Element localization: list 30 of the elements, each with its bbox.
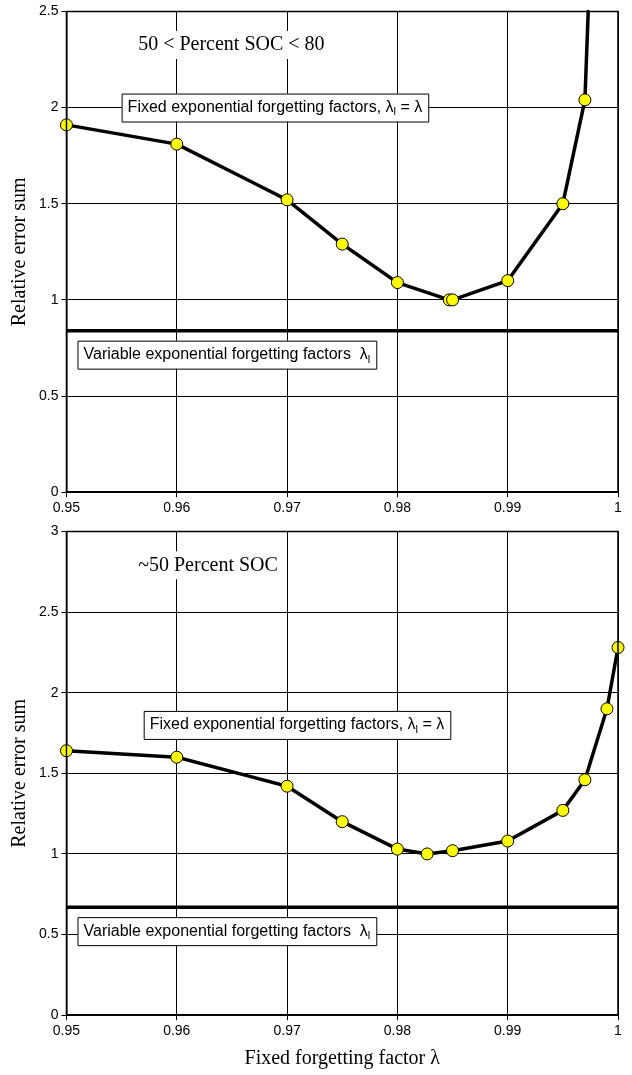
text: 50 < Percent SOC < 80: [138, 32, 325, 55]
x-tick-label: 0.97: [273, 499, 301, 516]
x-tick-label: 0.96: [163, 1022, 191, 1039]
x-axis-title: Fixed forgetting factor λ: [244, 1046, 441, 1070]
y-tick-label: 2.5: [38, 602, 59, 619]
y-tick-label: 2: [50, 683, 59, 700]
y-tick-label: 1.5: [38, 764, 59, 781]
y-tick-label: 2: [50, 98, 59, 115]
x-tick-label: 0.98: [383, 1022, 412, 1039]
x-tick-label: 0.97: [273, 1022, 301, 1039]
y-tick-label: 1: [50, 844, 59, 861]
y-tick-label: 0.5: [38, 386, 59, 403]
y-axis-title: Relative error sum: [7, 176, 30, 327]
y-tick-label: 1.5: [38, 194, 59, 211]
x-tick-label: 0.95: [52, 499, 81, 516]
x-tick-label: 0.99: [494, 1022, 522, 1039]
x-tick-label: 1: [614, 1022, 623, 1039]
x-tick-label: 1: [614, 499, 623, 516]
text: ~50 Percent SOC: [138, 552, 278, 575]
y-tick-label: 2.5: [38, 2, 59, 19]
y-axis-title: Relative error sum: [7, 698, 30, 848]
y-tick-label: 0: [50, 1006, 59, 1023]
x-tick-label: 0.98: [383, 499, 412, 516]
x-tick-label: 0.95: [52, 1022, 81, 1039]
y-tick-label: 0.5: [38, 925, 59, 942]
x-tick-label: 0.99: [494, 499, 522, 516]
y-tick-label: 0: [50, 483, 59, 500]
y-tick-label: 1: [50, 290, 59, 307]
x-tick-label: 0.96: [163, 499, 191, 516]
y-tick-label: 3: [50, 522, 59, 539]
